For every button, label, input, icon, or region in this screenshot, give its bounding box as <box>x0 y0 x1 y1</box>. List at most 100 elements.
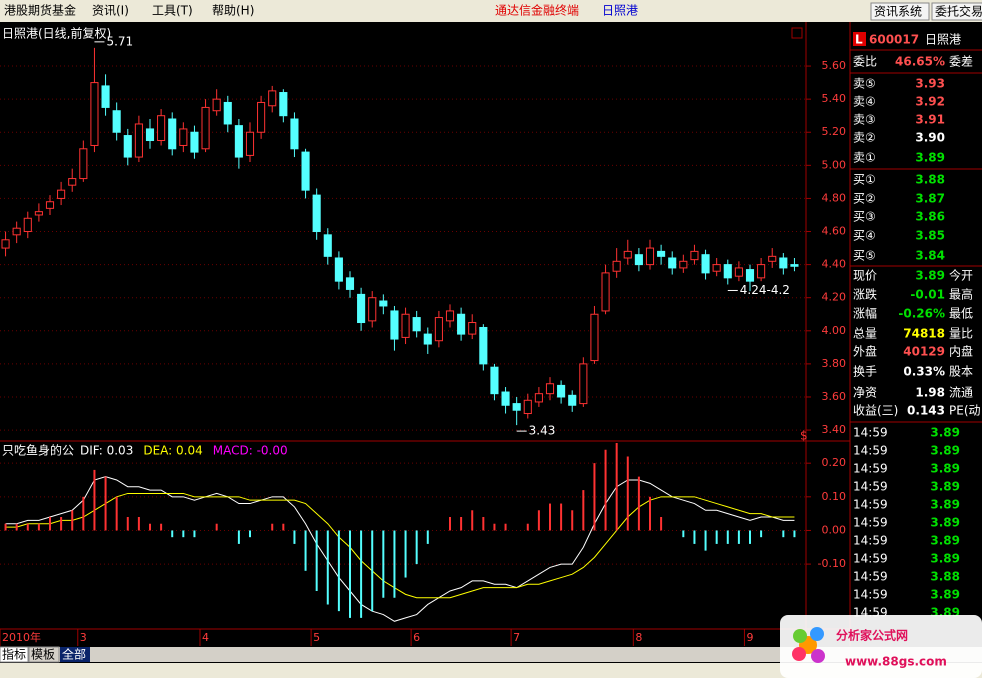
candle-body <box>379 300 388 307</box>
logo-petal <box>811 649 825 663</box>
annotation: 5.71 <box>106 34 133 48</box>
menu-item[interactable]: 帮助(H) <box>212 4 254 18</box>
tick-time: 14:59 <box>853 570 888 584</box>
legend-entry: MACD: -0.00 <box>213 444 288 458</box>
candle-body <box>234 125 243 158</box>
candle-body <box>12 227 21 236</box>
quote-label: 涨幅 <box>853 306 877 321</box>
candle-body <box>457 313 466 335</box>
y-tick-label: 3.60 <box>822 390 847 403</box>
quote-value: 3.89 <box>915 151 945 165</box>
quote-extra: 委差 <box>949 55 973 69</box>
y-tick-label: 5.40 <box>822 92 847 105</box>
candle-body <box>601 272 610 312</box>
quote-extra: 今开 <box>949 268 973 283</box>
badge-label: L <box>855 33 863 47</box>
tick-price: 3.89 <box>930 444 960 458</box>
quote-extra: 最高 <box>949 287 973 302</box>
quote-label: 买② <box>853 192 876 206</box>
candle-body <box>212 98 221 112</box>
quote-value: 3.87 <box>915 192 945 206</box>
x-tick-label: 8 <box>635 631 642 644</box>
y-tick-label: 5.60 <box>822 59 847 72</box>
menu-item[interactable]: 港股期货基金 <box>4 3 76 18</box>
candle-body <box>90 82 99 146</box>
quote-label: 委比 <box>853 55 877 69</box>
y-tick-label: 5.20 <box>822 125 847 138</box>
quote-label: 卖④ <box>853 95 876 109</box>
candle-body <box>368 297 377 322</box>
tick-price: 3.89 <box>930 588 960 602</box>
candle-body <box>301 151 310 191</box>
menu-item[interactable]: 工具(T) <box>152 4 193 18</box>
candle-body <box>545 383 555 395</box>
tick-time: 14:59 <box>853 426 888 440</box>
candle-body <box>501 391 510 406</box>
quote-label: 卖② <box>853 131 876 145</box>
candle-body <box>412 317 421 332</box>
tab-label[interactable]: 指标 <box>2 647 26 662</box>
tab-label[interactable]: 全部 <box>62 647 86 662</box>
annotation: 3.43 <box>529 424 556 438</box>
button-label[interactable]: 委托交易 <box>935 4 982 19</box>
candle-body <box>134 123 143 158</box>
tab[interactable] <box>60 647 90 662</box>
logo-bg <box>780 615 982 678</box>
quote-value: 3.93 <box>915 77 945 91</box>
tick-price: 3.89 <box>930 552 960 566</box>
candle-body <box>423 333 432 345</box>
y-tick-label: 3.80 <box>822 357 847 370</box>
quote-label: 涨跌 <box>853 287 877 302</box>
candle-body <box>223 101 232 125</box>
candle-body <box>657 250 666 257</box>
y-tick-label: 4.00 <box>822 324 847 337</box>
tab-label[interactable]: 模板 <box>31 648 55 662</box>
candle-body <box>312 194 321 233</box>
candle-body <box>734 267 743 277</box>
candle-body <box>712 264 721 272</box>
candle-body <box>557 384 566 398</box>
legend-entry: DIF: 0.03 <box>80 444 133 458</box>
indicator-line <box>5 492 795 599</box>
menu-item[interactable]: 资讯(I) <box>92 4 129 18</box>
app-title: 通达信金融终端 <box>495 3 579 18</box>
logo: 分析家公式网 www.88gs.com <box>780 615 982 678</box>
y-tick-label: -0.10 <box>818 557 846 570</box>
candle-body <box>245 131 255 156</box>
button-label[interactable]: 资讯系统 <box>874 5 922 19</box>
panel-icon[interactable] <box>791 27 803 39</box>
candle-body <box>390 310 399 340</box>
candle-body <box>323 234 332 257</box>
x-tick-label: 3 <box>80 631 87 644</box>
candle-body <box>145 128 155 142</box>
button[interactable] <box>870 2 930 21</box>
candle-body <box>701 254 710 274</box>
candle-body <box>768 255 777 262</box>
quote-value: 3.90 <box>915 131 945 145</box>
quote-value: 3.84 <box>915 249 945 263</box>
chart-title: 日照港(日线,前复权) <box>2 26 111 41</box>
candle-body <box>401 313 410 338</box>
candle-body <box>168 118 177 150</box>
y-tick-label: 3.40 <box>822 423 847 436</box>
tab[interactable] <box>0 646 29 663</box>
candle-body <box>757 264 766 279</box>
quote-label: 买① <box>853 173 876 187</box>
candle-body <box>623 250 632 259</box>
tick-time: 14:59 <box>853 498 888 512</box>
tick-price: 3.89 <box>930 480 960 494</box>
candle-body <box>745 269 755 282</box>
tick-time: 14:59 <box>853 480 888 494</box>
tab[interactable] <box>28 646 60 663</box>
candle-body <box>157 115 166 142</box>
x-tick-label: 6 <box>413 631 420 644</box>
candle-body <box>534 393 543 403</box>
quote-value: 3.91 <box>915 113 945 127</box>
candle-body <box>190 131 199 153</box>
quote-value: 0.33% <box>903 365 945 379</box>
tick-time: 14:59 <box>853 462 888 476</box>
logo-title: 分析家公式网 <box>836 628 908 643</box>
candle-body <box>723 264 732 279</box>
y-tick-label: 4.60 <box>822 225 847 238</box>
button[interactable] <box>931 2 982 21</box>
